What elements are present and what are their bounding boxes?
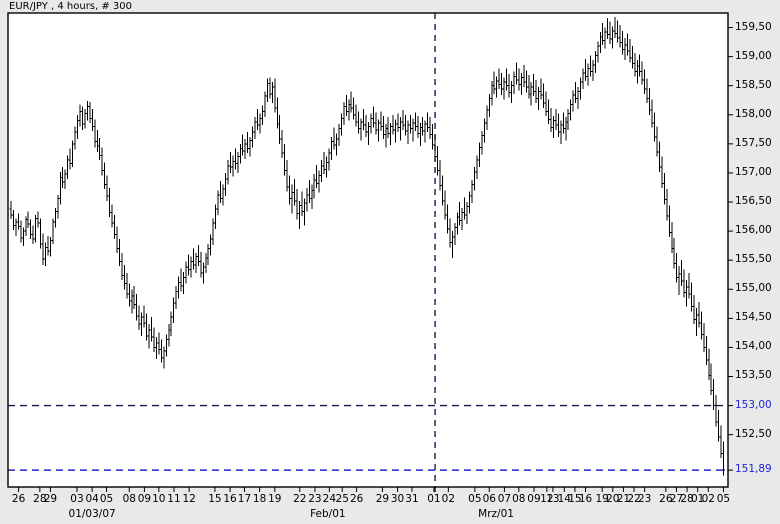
- x-axis-tick-label: 01: [690, 493, 705, 505]
- x-axis-tick-label: 28: [680, 493, 694, 505]
- x-axis-tick-label: 08: [512, 493, 526, 505]
- x-axis-tick-label: 02: [701, 493, 715, 505]
- x-axis-tick-label: 05: [716, 493, 731, 505]
- y-axis-tick-label: 159,50: [735, 20, 772, 33]
- x-axis-tick-label: 17: [237, 493, 252, 505]
- x-axis-tick-label: 05: [99, 493, 114, 505]
- x-axis-tick-label: 23: [637, 493, 652, 505]
- x-axis-tick-label: 29: [43, 493, 58, 505]
- x-axis-tick-label: 21: [616, 493, 631, 505]
- y-axis-tick-label: 158,00: [735, 107, 772, 120]
- x-axis-tick-label: 06: [482, 493, 496, 505]
- x-axis-tick-label: 19: [268, 493, 282, 505]
- y-axis-tick-label: 153,50: [735, 369, 772, 382]
- x-axis-tick-label: 27: [669, 493, 684, 505]
- x-axis-tick-label: 09: [137, 493, 152, 505]
- x-axis-tick-label: 08: [122, 493, 136, 505]
- x-axis-tick-label: 10: [152, 493, 166, 505]
- x-axis-tick-label: 22: [627, 493, 641, 505]
- x-axis-tick-label: 23: [308, 493, 322, 505]
- x-axis-period-label: Mrz/01: [478, 508, 514, 520]
- x-axis-tick-label: 24: [322, 493, 337, 505]
- x-axis-tick-label: 26: [11, 493, 26, 505]
- x-axis-tick-label: 09: [527, 493, 541, 505]
- x-axis-tick-label: 19: [595, 493, 609, 505]
- y-axis-tick-label: 154,00: [735, 340, 772, 353]
- x-axis-tick-label: 15: [568, 493, 582, 505]
- x-axis-tick-label: 22: [293, 493, 307, 505]
- y-axis-tick-label: 157,00: [735, 165, 772, 178]
- x-axis-tick-label: 25: [335, 493, 349, 505]
- chart-title: EUR/JPY , 4 hours, # 300: [9, 1, 133, 12]
- x-axis-tick-label: 12: [182, 493, 196, 505]
- x-axis-tick-label: 01: [427, 493, 441, 505]
- x-axis-period-label: Feb/01: [310, 508, 346, 520]
- x-axis-period-label: 01/03/07: [68, 508, 116, 520]
- x-axis-tick-label: 31: [405, 493, 419, 505]
- y-axis-tick-label: 152,50: [735, 427, 772, 440]
- y-axis-tick-label: 155,00: [735, 282, 772, 295]
- x-axis-tick-label: 15: [208, 493, 222, 505]
- y-axis-tick-label: 151,89: [735, 463, 772, 476]
- x-axis-tick-label: 02: [441, 493, 456, 505]
- x-axis-tick-label: 18: [252, 493, 267, 505]
- y-axis-tick-label: 158,50: [735, 78, 772, 91]
- x-axis-tick-label: 13: [546, 493, 560, 505]
- x-axis-tick-label: 04: [85, 493, 99, 505]
- x-axis-tick-label: 29: [375, 493, 390, 505]
- x-axis-tick-label: 14: [557, 493, 571, 505]
- x-axis-tick-label: 30: [390, 493, 405, 505]
- x-axis-tick-label: 16: [223, 493, 237, 505]
- x-axis-tick-label: 26: [349, 493, 364, 505]
- x-axis-tick-label: 28: [33, 493, 47, 505]
- y-axis-tick-label: 156,50: [735, 195, 772, 208]
- x-axis-tick-label: 07: [497, 493, 512, 505]
- x-axis-tick-label: 12: [540, 493, 554, 505]
- y-axis-tick-label: 153,00: [735, 398, 772, 411]
- x-axis-tick-label: 20: [606, 493, 620, 505]
- y-axis-tick-label: 155,50: [735, 253, 772, 266]
- x-axis-tick-label: 05: [468, 493, 482, 505]
- x-axis-tick-label: 03: [70, 493, 84, 505]
- y-axis-tick-label: 154,50: [735, 311, 772, 324]
- x-axis-tick-label: 11: [167, 493, 181, 505]
- x-axis-tick-label: 26: [659, 493, 673, 505]
- x-axis-tick-label: 16: [578, 493, 593, 505]
- y-axis-tick-label: 159,00: [735, 49, 772, 62]
- y-axis-tick-label: 156,00: [735, 224, 772, 237]
- y-axis-tick-label: 157,50: [735, 136, 772, 149]
